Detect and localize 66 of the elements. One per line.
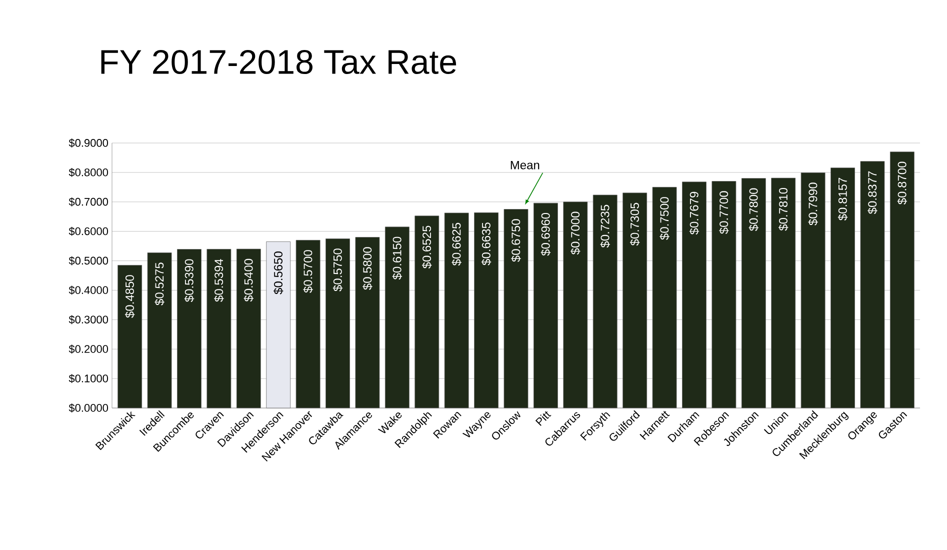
chart-title: FY 2017-2018 Tax Rate — [101, 50, 456, 74]
y-tick-label: $0.4000 — [68, 286, 108, 295]
bar — [444, 212, 469, 408]
annotation: Mean — [510, 160, 540, 170]
data-label: $0.7990 — [808, 182, 818, 226]
y-tick-label: $0.5000 — [68, 256, 108, 266]
bar — [741, 178, 766, 408]
data-label: $0.6625 — [452, 222, 462, 266]
data-label: $0.7679 — [689, 192, 700, 235]
bar — [504, 209, 528, 408]
data-label: $0.6150 — [392, 236, 402, 280]
bar — [177, 249, 202, 408]
bar — [860, 161, 885, 408]
data-label: $0.5394 — [214, 258, 224, 302]
data-label: $0.6750 — [511, 219, 521, 262]
bar — [147, 252, 172, 408]
bar — [474, 212, 498, 408]
data-label: $0.7810 — [778, 188, 788, 231]
data-label: $0.8377 — [868, 171, 878, 214]
y-tick-label: $0.7000 — [68, 197, 108, 206]
bar — [236, 248, 261, 408]
bar — [652, 186, 677, 408]
bar — [830, 168, 855, 408]
bar — [326, 238, 350, 408]
data-label: $0.7800 — [748, 188, 759, 232]
y-tick-label: $0.3000 — [68, 315, 108, 324]
data-label: $0.7305 — [630, 202, 640, 246]
bar — [266, 241, 291, 408]
data-label: $0.5800 — [362, 247, 372, 290]
bar — [890, 152, 914, 408]
bar — [355, 237, 380, 408]
data-label: $0.5650 — [274, 252, 284, 294]
y-tick-label: $0.2000 — [68, 344, 108, 354]
data-label: $0.5390 — [184, 259, 194, 302]
data-label: $0.5400 — [244, 258, 254, 302]
data-label: $0.8157 — [838, 178, 848, 221]
data-label: $0.5700 — [303, 250, 313, 293]
bar — [206, 248, 232, 408]
bar — [414, 216, 440, 408]
data-label: $0.7000 — [570, 212, 580, 255]
data-label: $0.6525 — [422, 226, 432, 269]
y-tick-label: $0.6000 — [68, 226, 108, 236]
bar — [296, 240, 320, 408]
bar — [592, 194, 618, 408]
y-tick-label: $0.8000 — [68, 168, 108, 177]
data-label: $0.6635 — [481, 222, 492, 266]
data-label: $0.8700 — [897, 162, 908, 205]
bar — [384, 226, 410, 408]
data-label: $0.7235 — [600, 204, 610, 248]
data-label: $0.4850 — [124, 275, 135, 318]
bar — [622, 192, 648, 408]
bar — [712, 181, 736, 408]
data-label: $0.5275 — [154, 262, 164, 306]
y-tick-label: $0.1000 — [68, 374, 108, 384]
data-label: $0.7700 — [719, 191, 729, 234]
y-tick-label: $0.9000 — [68, 138, 108, 148]
data-label: $0.7500 — [660, 197, 670, 240]
bar — [534, 202, 558, 408]
bar — [563, 202, 588, 408]
bar — [118, 265, 142, 408]
y-tick-label: $0.0000 — [68, 404, 108, 412]
bar — [800, 172, 826, 408]
data-label: $0.6960 — [540, 212, 551, 256]
data-label: $0.5750 — [332, 248, 343, 292]
bar — [682, 182, 706, 408]
bar — [771, 178, 796, 408]
